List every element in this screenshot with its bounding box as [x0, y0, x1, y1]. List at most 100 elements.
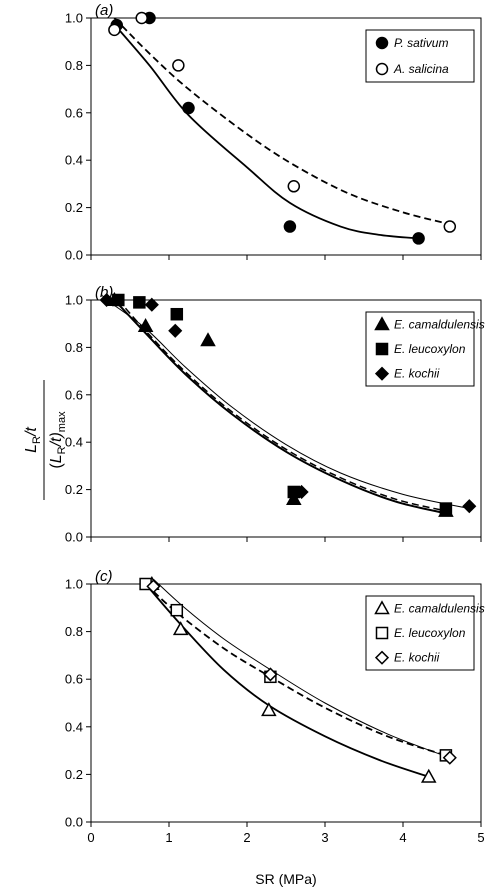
legend-entry: P. sativum — [394, 36, 448, 50]
data-point — [170, 603, 184, 617]
legend-entry: E. camaldulensis — [394, 601, 485, 615]
data-point — [99, 292, 114, 308]
y-den-sub: R — [56, 446, 68, 454]
legend-entry: E. kochii — [394, 367, 440, 381]
legend-marker — [375, 36, 389, 50]
panels: (a) 0.0 0.2 0.4 0.6 0.8 1.0 P. sativum A. salici… — [65, 2, 485, 845]
y-den-sub2: max — [56, 411, 68, 432]
legend-entry: A. salicina — [393, 62, 449, 76]
y-tick-label: 0.2 — [65, 767, 83, 782]
fit-curve-2 — [113, 17, 451, 226]
plot-frame — [90, 583, 482, 823]
y-num-sub: R — [31, 436, 43, 444]
fit-curve-2 — [117, 299, 447, 512]
data-point — [170, 307, 184, 321]
y-tick-label: 0.0 — [65, 248, 83, 263]
data-point — [182, 101, 195, 115]
data-point — [283, 220, 297, 233]
y-tick-label: 0.4 — [65, 435, 83, 450]
panel-a: (a) 0.0 0.2 0.4 0.6 0.8 1.0 P. sativum A. salici… — [65, 2, 482, 263]
y-tick-label: 0.2 — [65, 200, 83, 215]
legend-marker — [375, 62, 389, 76]
x-tick-label: 3 — [321, 830, 328, 845]
data-point — [287, 180, 301, 193]
fit-curve-1 — [112, 22, 419, 240]
y-label-numerator: LR/t — [23, 427, 43, 453]
y-tick-label: 0.6 — [65, 387, 83, 402]
data-point — [146, 579, 161, 594]
fit-curve-1 — [113, 299, 447, 515]
legend-marker — [375, 342, 389, 356]
data-point — [263, 667, 278, 682]
legend-marker — [374, 316, 390, 331]
x-axis-label: SR (MPa) — [255, 871, 316, 887]
legend-entry: E. leucoxylon — [394, 342, 466, 356]
y-tick-label: 0.4 — [65, 719, 83, 734]
x-tick-label: 5 — [477, 830, 484, 845]
legend-marker — [375, 626, 389, 640]
legend-marker — [374, 600, 390, 615]
x-tick-label: 4 — [399, 830, 406, 845]
data-point — [144, 297, 159, 312]
data-point — [200, 332, 216, 347]
y-tick-label: 1.0 — [65, 293, 83, 308]
y-axis-label: LR/t (LR/t)max — [23, 380, 68, 500]
y-num-main: L — [23, 444, 40, 453]
legend-marker — [374, 366, 390, 381]
y-den-tail: /t) — [48, 432, 65, 447]
legend-entry: E. kochii — [394, 651, 440, 665]
data-point — [442, 750, 457, 765]
x-tick-label: 1 — [165, 830, 172, 845]
x-tick-label: 2 — [243, 830, 250, 845]
data-point — [135, 11, 148, 25]
y-tick-label: 0.6 — [65, 105, 83, 120]
data-point — [462, 499, 477, 514]
y-tick-label: 1.0 — [65, 577, 83, 592]
data-point — [172, 59, 185, 72]
panel-label: (c) — [95, 568, 113, 585]
y-tick-label: 0.8 — [65, 624, 83, 639]
data-point — [286, 491, 302, 506]
x-tick-label: 0 — [87, 830, 94, 845]
y-tick-label: 0.4 — [65, 153, 83, 168]
y-label-denominator: (LR/t)max — [48, 411, 68, 469]
legend-entry: E. leucoxylon — [394, 626, 466, 640]
y-tick-label: 1.0 — [65, 11, 83, 26]
data-point — [112, 293, 125, 307]
legend: P. sativum A. salicina — [365, 29, 475, 83]
legend: E. camaldulensis E. leucoxylon E. kochii — [365, 595, 485, 671]
plot-frame — [90, 299, 482, 538]
series-2 — [108, 11, 457, 233]
y-tick-label: 0.8 — [65, 58, 83, 73]
data-point — [168, 323, 183, 338]
panel-c: (c) 0.0 0.2 0.4 0.6 0.8 1.0 0 1 2 3 4 5 E. camaldulen… — [65, 568, 485, 845]
series-2 — [112, 293, 453, 515]
series-3 — [146, 579, 457, 765]
data-point — [420, 768, 437, 783]
series-3 — [99, 292, 477, 514]
data-point — [172, 621, 189, 636]
y-tick-label: 0.8 — [65, 340, 83, 355]
panel-label: (a) — [95, 2, 113, 19]
y-num-tail: /t — [23, 427, 40, 437]
plot-frame — [90, 17, 482, 256]
y-den-main: L — [48, 454, 65, 463]
y-tick-label: 0.6 — [65, 672, 83, 687]
data-point — [439, 502, 453, 515]
data-point — [137, 318, 154, 333]
y-tick-label: 0.0 — [65, 530, 83, 545]
data-point — [108, 23, 121, 37]
panel-b: (b)0.00.20.40.60.81.0E. camaldulensisE. … — [65, 284, 485, 545]
data-point — [261, 702, 277, 717]
legend: E. camaldulensis E. leucoxylon E. kochii — [365, 311, 485, 387]
y-tick-label: 0.2 — [65, 482, 83, 497]
y-den-open: ( — [48, 463, 65, 469]
fit-curve-3 — [106, 299, 470, 510]
legend-entry: E. camaldulensis — [394, 317, 485, 331]
data-point — [294, 484, 309, 500]
data-point — [412, 232, 425, 245]
y-tick-label: 0.0 — [65, 815, 83, 830]
data-point — [443, 220, 457, 233]
legend-marker — [374, 650, 390, 665]
